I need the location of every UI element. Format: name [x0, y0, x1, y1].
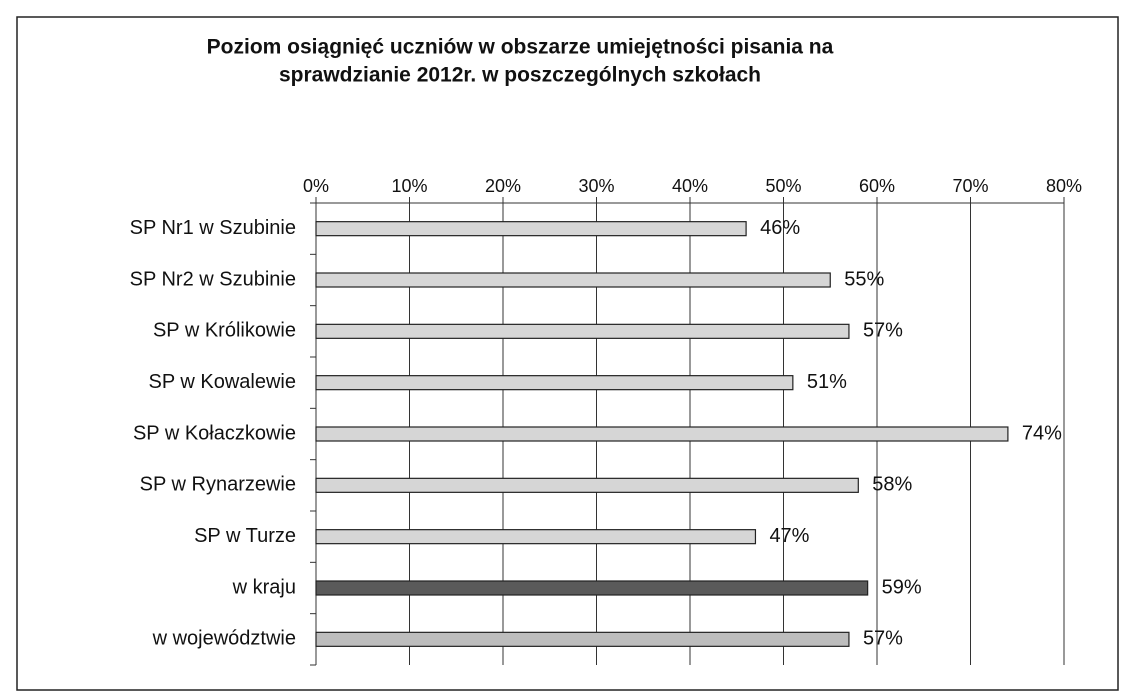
- value-label: 59%: [882, 576, 922, 598]
- x-tick-label: 10%: [391, 176, 427, 196]
- value-label: 74%: [1022, 422, 1062, 444]
- x-tick-label: 60%: [859, 176, 895, 196]
- category-label: SP w Kowalewie: [149, 371, 296, 393]
- value-label: 47%: [769, 525, 809, 547]
- category-label: w województwie: [152, 628, 296, 650]
- value-label: 57%: [863, 628, 903, 650]
- bar: [315, 221, 747, 237]
- bar: [315, 426, 1009, 442]
- value-label: 57%: [863, 320, 903, 342]
- value-label: 55%: [844, 268, 884, 290]
- category-label: w kraju: [232, 576, 296, 598]
- bar: [315, 580, 869, 596]
- bar: [315, 375, 794, 391]
- bar: [315, 323, 850, 339]
- x-tick-label: 50%: [765, 176, 801, 196]
- chart-frame: [16, 16, 1119, 691]
- bar: [315, 631, 850, 647]
- bar: [315, 272, 831, 288]
- bar: [315, 477, 859, 493]
- category-label: SP Nr2 w Szubinie: [130, 268, 296, 290]
- x-tick-label: 40%: [672, 176, 708, 196]
- x-tick-label: 0%: [303, 176, 329, 196]
- bar: [315, 529, 757, 545]
- x-tick-label: 20%: [485, 176, 521, 196]
- category-label: SP w Królikowie: [153, 320, 296, 342]
- chart-title: sprawdzianie 2012r. w poszczególnych szk…: [279, 64, 761, 87]
- category-label: SP w Turze: [194, 525, 296, 547]
- x-tick-label: 80%: [1046, 176, 1082, 196]
- value-label: 58%: [872, 474, 912, 496]
- x-tick-label: 30%: [578, 176, 614, 196]
- value-label: 51%: [807, 371, 847, 393]
- value-label: 46%: [760, 217, 800, 239]
- category-label: SP Nr1 w Szubinie: [130, 217, 296, 239]
- chart-title: Poziom osiągnięć uczniów w obszarze umie…: [207, 36, 834, 59]
- x-tick-label: 70%: [952, 176, 988, 196]
- category-label: SP w Rynarzewie: [140, 474, 296, 496]
- category-label: SP w Kołaczkowie: [133, 422, 296, 444]
